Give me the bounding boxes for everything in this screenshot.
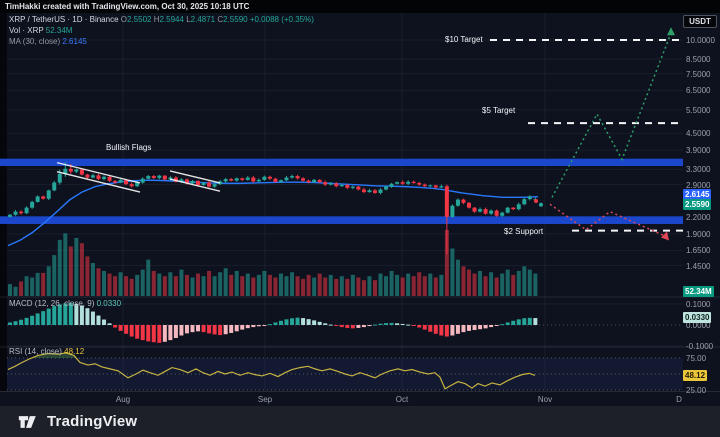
high-value: 2.5944: [159, 15, 184, 24]
scale-tick: 8.5000: [686, 54, 711, 64]
scale-badge: 0.0330: [683, 312, 712, 323]
scale-badge: 2.5590: [683, 199, 712, 210]
scale-tick: 6.5000: [686, 86, 711, 96]
time-axis-label: Oct: [395, 395, 409, 404]
macd-params: MACD (12, 26, close, 9): [9, 299, 95, 308]
scale-tick: 3.9000: [686, 145, 711, 155]
legend-ma-row[interactable]: MA (30, close) 2.6145: [9, 36, 314, 47]
scale-tick: 0.0000: [686, 321, 711, 330]
time-axis-label: D: [676, 395, 682, 404]
footer-bar: TradingView: [0, 406, 720, 437]
scale-tick: 10.0000: [686, 36, 715, 45]
rsi-params: RSI (14, close): [9, 347, 62, 356]
open-value: 2.5502: [127, 15, 152, 24]
scale-tick: 75.00: [686, 354, 707, 363]
scale-tick: 25.00: [686, 386, 707, 395]
scale-tick: 2.2000: [686, 212, 711, 222]
low-label: L: [186, 15, 191, 24]
volume-layer: [8, 230, 538, 296]
scale-tick: 7.5000: [686, 69, 711, 79]
close-label: C: [217, 15, 224, 24]
scale-tick: 4.5000: [686, 129, 711, 139]
ma-line-layer: [7, 179, 539, 247]
low-value: 2.4871: [190, 15, 216, 24]
tradingview-logo-icon: [18, 415, 36, 428]
legend: XRP / TetherUS · 1D · Binance O2.5502 H2…: [9, 14, 314, 47]
grid-layer: [0, 13, 683, 391]
watermark-text: TimHakki created with TradingView.com, O…: [5, 2, 250, 11]
candles-layer: [8, 161, 538, 255]
scale-tick: 1.9000: [686, 229, 711, 239]
rsi-study-label[interactable]: RSI (14, close) 48.12: [9, 347, 84, 356]
scale-tick: 2.9000: [686, 180, 711, 190]
scale-badge: 2.6145: [683, 189, 712, 200]
legend-symbol-row[interactable]: XRP / TetherUS · 1D · Binance O2.5502 H2…: [9, 14, 314, 25]
bullish-flags-label[interactable]: Bullish Flags: [106, 143, 152, 152]
chart-area[interactable]: XRP / TetherUS · 1D · Binance O2.5502 H2…: [0, 13, 720, 395]
scale-tick: 1.6500: [686, 246, 711, 256]
scale-tick: 5.5000: [686, 105, 711, 115]
resistance-band-layer: [0, 158, 683, 224]
open-label: O: [120, 15, 127, 24]
high-label: H: [153, 15, 160, 24]
macd-layer: [8, 302, 538, 343]
rsi-band-layer: [7, 324, 683, 391]
tradingview-logo-text: TradingView: [47, 413, 138, 430]
volume-value: 52.34M: [45, 26, 73, 35]
rsi-value: 48.12: [64, 347, 85, 356]
scale-badge: 52.34M: [683, 286, 714, 297]
scale-tick: -0.1000: [686, 342, 714, 351]
target-5-label[interactable]: $5 Target: [482, 106, 516, 115]
scale-tick: 0.1000: [686, 300, 711, 309]
macd-value: 0.0330: [96, 299, 122, 308]
currency-toggle-button[interactable]: USDT: [683, 15, 717, 28]
time-axis-label: Sep: [257, 395, 273, 404]
scale-tick: 1.4500: [686, 261, 711, 271]
rsi-layer: [7, 352, 536, 390]
separators-layer: [0, 296, 720, 348]
ma-label: MA (30, close): [9, 37, 61, 46]
scale-badge: 48.12: [683, 370, 708, 381]
symbol-title: XRP / TetherUS · 1D · Binance: [9, 15, 119, 24]
time-axis[interactable]: Aug Sep Oct Nov D: [0, 391, 720, 406]
price-scale[interactable]: 10.0000 8.5000 7.5000 6.5000 5.5000 4.5000 3.9…: [683, 13, 720, 395]
time-axis-label: Nov: [537, 395, 553, 404]
legend-volume-row[interactable]: Vol · XRP 52.34M: [9, 25, 314, 36]
change-value: +0.0088 (+0.35%): [249, 15, 314, 24]
ma-value: 2.6145: [62, 37, 87, 46]
watermark-bar: TimHakki created with TradingView.com, O…: [0, 0, 720, 13]
macd-study-label[interactable]: MACD (12, 26, close, 9) 0.0330: [9, 299, 121, 308]
price-chart-canvas[interactable]: [0, 13, 720, 391]
target-10-label[interactable]: $10 Target: [445, 35, 483, 44]
scale-tick: 3.3000: [686, 165, 711, 175]
flag-drawings-layer: [56, 161, 221, 193]
volume-label: Vol · XRP: [9, 26, 44, 35]
target-lines-layer: [490, 39, 683, 232]
time-axis-label: Aug: [115, 395, 131, 404]
projection-layer: [534, 27, 675, 241]
tradingview-brand[interactable]: TradingView: [18, 413, 137, 430]
close-value: 2.5590: [223, 15, 248, 24]
support-2-label[interactable]: $2 Support: [504, 227, 544, 236]
